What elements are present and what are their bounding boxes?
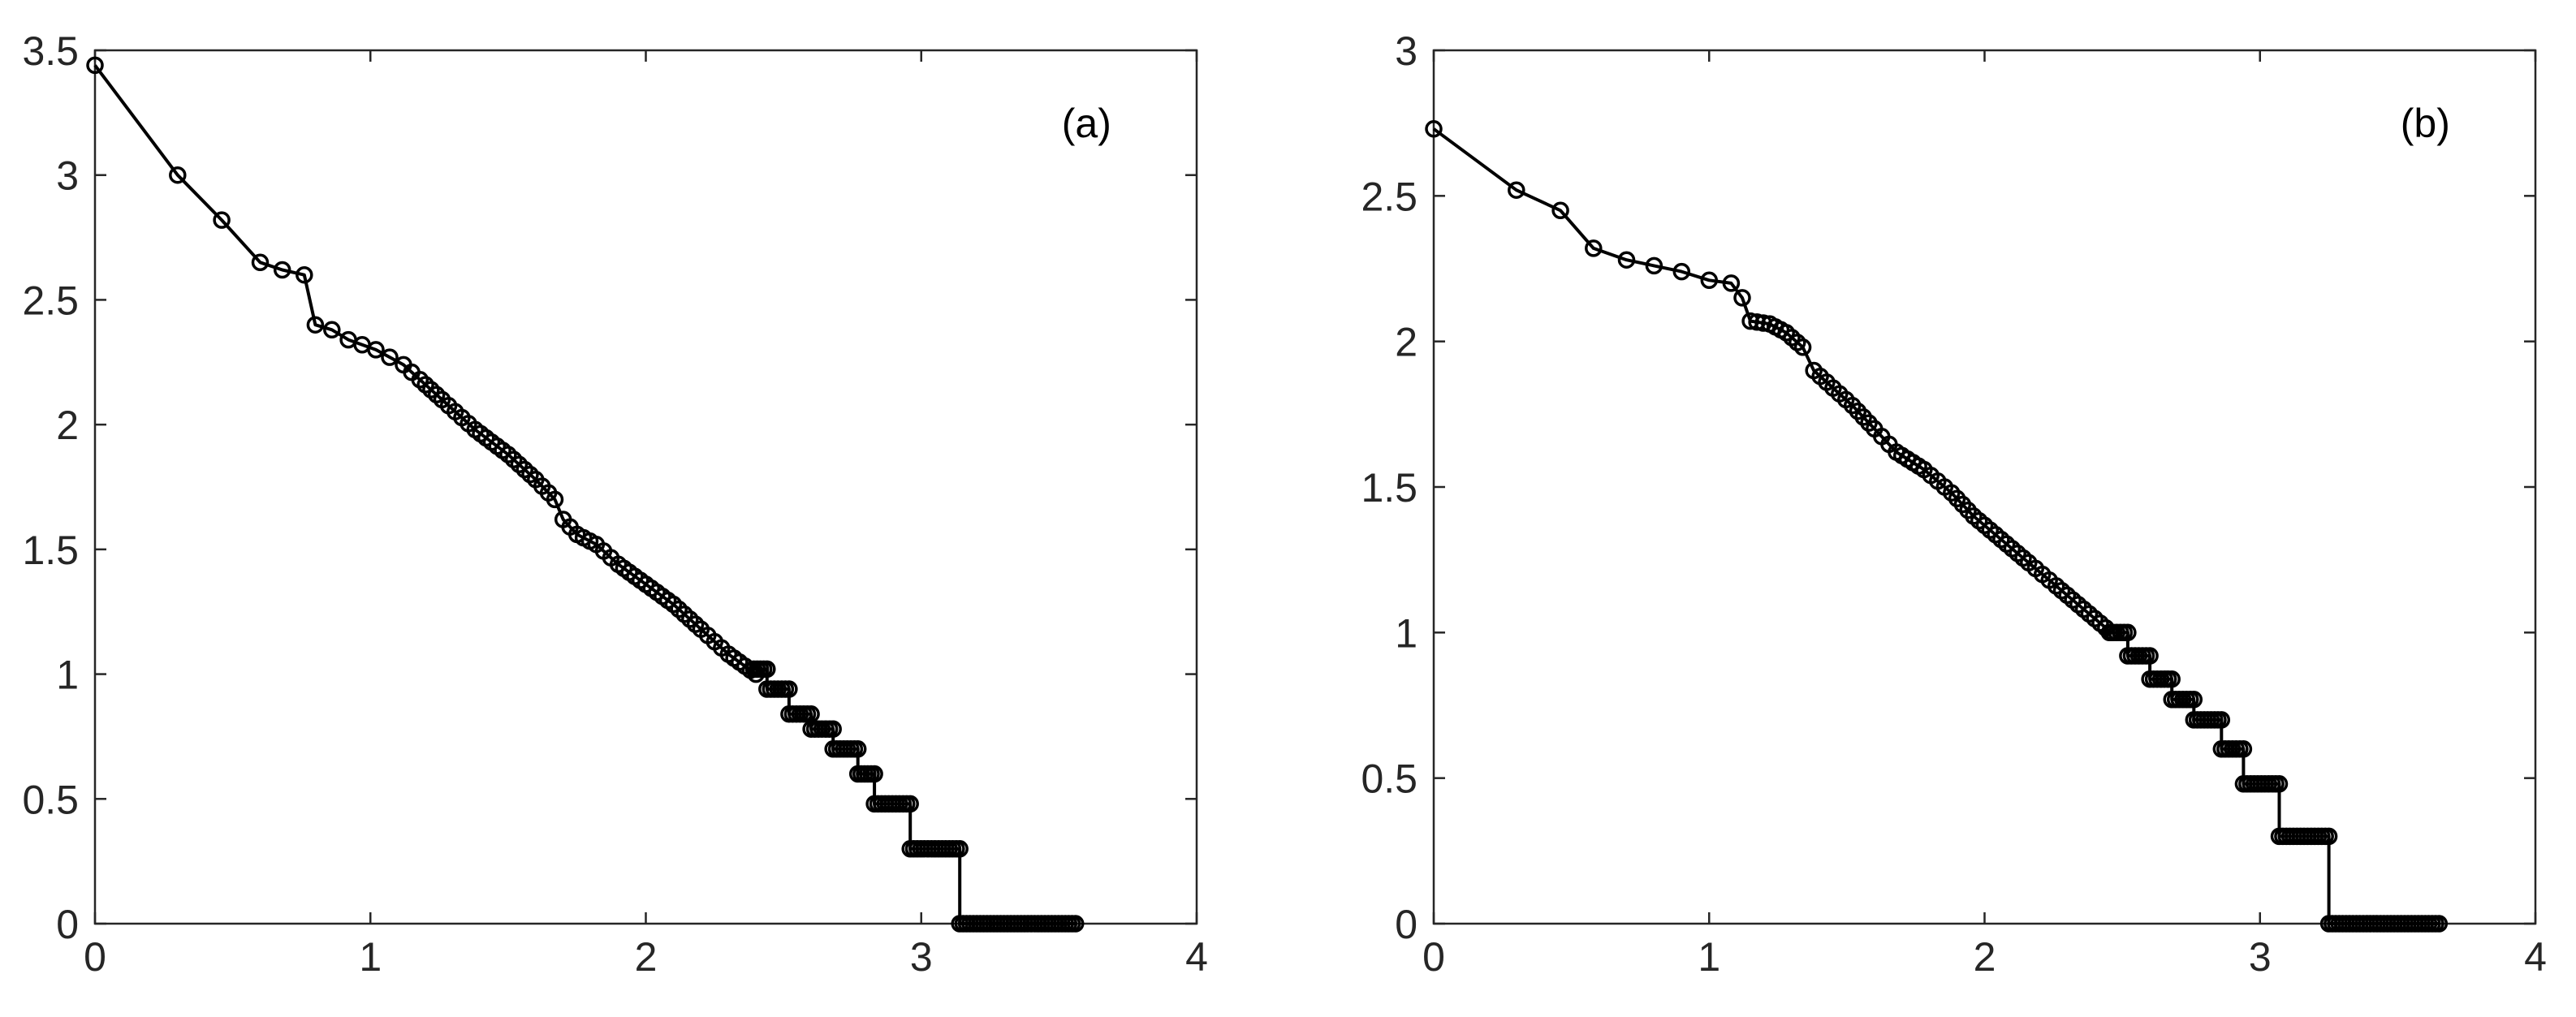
- y-tick-label: 3: [56, 153, 79, 199]
- y-tick-label: 0.5: [22, 777, 79, 822]
- data-point: [2270, 775, 2289, 793]
- x-tick-label: 0: [84, 934, 106, 980]
- series-line: [1432, 127, 2440, 925]
- x-tick-label: 2: [635, 934, 658, 980]
- data-point: [865, 765, 883, 783]
- panel-label: (b): [2401, 101, 2450, 146]
- data-point: [2141, 647, 2159, 665]
- y-tick-label: 1.5: [22, 528, 79, 573]
- axes-frame: [93, 49, 1198, 925]
- data-point: [1700, 271, 1719, 290]
- data-point: [901, 795, 919, 813]
- y-tick-label: 0: [1395, 902, 1417, 947]
- data-point: [1793, 338, 1812, 356]
- data-point: [2319, 827, 2338, 846]
- data-point: [306, 316, 325, 334]
- panel-a: 0 1 2 3 4 0 0.5 1 1.5 2 2.5 3 3.5 (a): [22, 28, 1207, 980]
- x-tick-label: 2: [1974, 934, 1996, 980]
- data-point: [213, 211, 231, 229]
- data-point: [251, 253, 270, 272]
- data-point: [1722, 274, 1741, 292]
- x-tick-label: 1: [359, 934, 382, 980]
- data-point: [273, 261, 291, 279]
- data-point: [2212, 711, 2231, 729]
- data-point: [2234, 740, 2253, 758]
- data-point: [367, 341, 385, 359]
- data-point: [1748, 313, 1766, 331]
- data-point: [758, 660, 776, 679]
- data-point: [1585, 239, 1603, 257]
- data-point: [951, 840, 969, 858]
- data-point: [296, 265, 313, 284]
- data-point: [1645, 256, 1663, 275]
- data-point: [2119, 623, 2137, 642]
- data-point: [169, 166, 187, 184]
- data-point: [2163, 670, 2181, 688]
- y-tick-label: 3.5: [22, 28, 79, 74]
- data-point: [86, 56, 104, 75]
- data-point: [824, 720, 842, 738]
- y-tick-label: 3: [1395, 28, 1417, 74]
- data-point: [546, 490, 564, 509]
- data-point: [1508, 181, 1525, 199]
- y-tick-label: 2.5: [22, 278, 79, 323]
- x-tick-label: 3: [2249, 934, 2272, 980]
- y-tick-label: 2.5: [1361, 174, 1417, 219]
- x-tick-label: 3: [910, 934, 933, 980]
- data-point: [2185, 691, 2203, 709]
- y-tick-label: 0.5: [1361, 756, 1417, 802]
- x-tick-label: 1: [1698, 934, 1720, 980]
- data-point: [2430, 915, 2449, 933]
- x-tick-label: 0: [1422, 934, 1445, 980]
- y-tick-label: 1: [56, 653, 79, 698]
- data-point: [848, 740, 867, 758]
- series-line: [93, 64, 1076, 925]
- data-point: [1733, 289, 1751, 307]
- y-tick-label: 0: [56, 902, 79, 947]
- data-point: [323, 321, 341, 339]
- data-point: [1066, 915, 1085, 933]
- y-tick-label: 2: [56, 403, 79, 448]
- y-tick-label: 1.5: [1361, 465, 1417, 511]
- data-point: [381, 348, 399, 366]
- data-point: [1672, 262, 1691, 281]
- data-point: [1617, 251, 1636, 269]
- x-tick-label: 4: [2524, 934, 2547, 980]
- panel-label: (a): [1062, 101, 1111, 146]
- data-point: [780, 680, 798, 698]
- y-tick-label: 2: [1395, 320, 1417, 365]
- y-tick-label: 1: [1395, 610, 1417, 656]
- data-point: [1551, 201, 1569, 220]
- panel-b: 0 1 2 3 4 0 0.5 1 1.5 2 2.5 3 (b): [1361, 28, 2546, 980]
- axes-frame: [1432, 49, 2537, 925]
- x-tick-label: 4: [1185, 934, 1208, 980]
- data-point: [1425, 120, 1443, 138]
